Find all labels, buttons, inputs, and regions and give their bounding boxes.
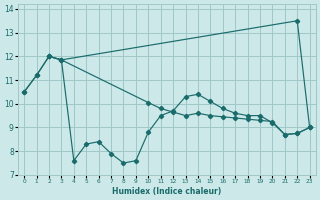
X-axis label: Humidex (Indice chaleur): Humidex (Indice chaleur) xyxy=(112,187,221,196)
